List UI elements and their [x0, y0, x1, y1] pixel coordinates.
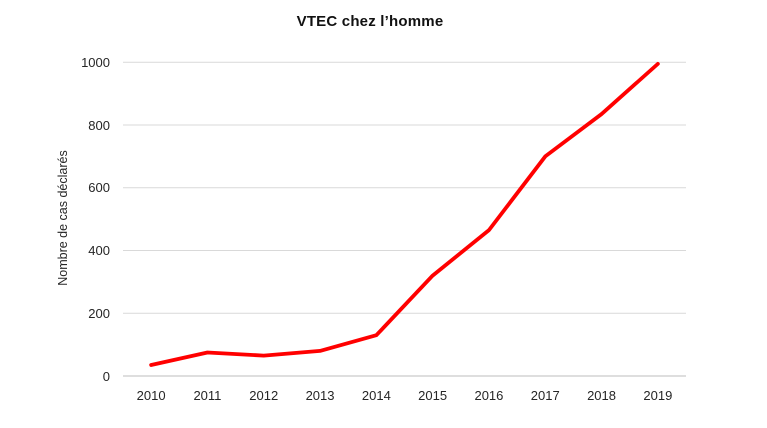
- x-tick-label: 2016: [474, 388, 504, 403]
- y-tick-label: 1000: [81, 54, 110, 70]
- x-tick-label: 2010: [136, 388, 166, 403]
- x-tick-label: 2019: [643, 388, 673, 403]
- chart-title: VTEC chez l’homme: [296, 13, 444, 30]
- y-tick-label: 0: [102, 368, 110, 384]
- y-tick-label: 800: [88, 117, 110, 133]
- x-tick-label: 2012: [249, 388, 279, 403]
- data-line: [149, 61, 660, 367]
- x-tick-label: 2015: [418, 388, 448, 403]
- x-tick-label: 2018: [587, 388, 616, 403]
- x-tick-label: 2011: [193, 388, 222, 403]
- y-tick-label: 600: [88, 180, 110, 196]
- x-tick-label: 2017: [530, 388, 560, 403]
- x-tick-label: 2013: [305, 388, 335, 403]
- x-tick-label: 2014: [361, 388, 391, 403]
- y-tick-label: 200: [88, 305, 110, 321]
- y-tick-label: 400: [88, 243, 110, 259]
